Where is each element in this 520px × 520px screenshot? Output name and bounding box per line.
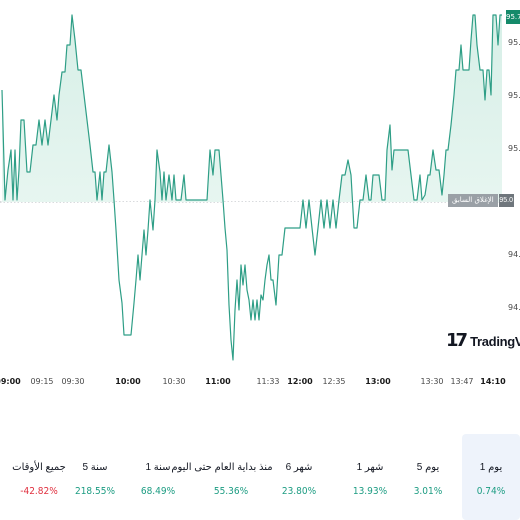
x-axis-tick-label: 14:10 <box>480 377 506 386</box>
period-tab-1y[interactable]: 1 سنة 68.49% <box>129 434 187 520</box>
period-performance-bar: 1 يوم 0.74% 5 يوم 3.01% 1 شهر 13.93% 6 ش… <box>0 434 520 520</box>
period-label: 1 سنة <box>145 462 171 473</box>
tradingview-logo[interactable]: 17 TradingView <box>446 330 520 352</box>
x-axis-tick-label: 09:15 <box>30 377 53 386</box>
period-label: منذ بداية العام حتى اليوم <box>171 462 273 473</box>
period-tab-all[interactable]: جميع الأوقات -42.82% <box>10 434 68 520</box>
previous-close-marker: الإغلاق السابق 95.0 <box>448 194 514 207</box>
period-change: 218.55% <box>74 486 116 497</box>
period-tab-5y[interactable]: 5 سنة 218.55% <box>66 434 124 520</box>
period-tab-6m[interactable]: 6 شهر 23.80% <box>270 434 328 520</box>
x-axis-tick-label: 12:35 <box>322 377 345 386</box>
period-label: جميع الأوقات <box>12 462 66 473</box>
period-tab-1m[interactable]: 1 شهر 13.93% <box>341 434 399 520</box>
x-axis-tick-label: 10:00 <box>115 377 141 386</box>
period-change: 13.93% <box>352 486 388 497</box>
price-line <box>1 14 502 361</box>
x-axis-tick-label: 13:47 <box>450 377 473 386</box>
period-change: 68.49% <box>140 486 176 497</box>
period-change: 23.80% <box>281 486 317 497</box>
period-label: 5 يوم <box>416 462 440 473</box>
period-label: 1 يوم <box>479 462 503 473</box>
period-label: 1 شهر <box>356 462 384 473</box>
x-axis-tick-label: 11:33 <box>256 377 279 386</box>
x-axis-tick-label: 13:30 <box>420 377 443 386</box>
x-axis-tick-label: 13:00 <box>365 377 391 386</box>
y-axis-tick-label: 95.6 <box>508 38 520 47</box>
x-axis-tick-label: 09:30 <box>61 377 84 386</box>
period-label: 6 شهر <box>285 462 313 473</box>
y-axis-tick-label: 95.2 <box>508 144 520 153</box>
x-axis-tick-label: 10:30 <box>162 377 185 386</box>
period-change: 3.01% <box>413 486 443 497</box>
price-area-below <box>2 202 502 360</box>
x-axis-tick-label: 12:00 <box>287 377 313 386</box>
period-label: 5 سنة <box>82 462 108 473</box>
period-change: -42.82% <box>20 486 58 497</box>
price-chart[interactable]: 95.6 95.4 95.2 94.8 94.6 09:00 09:15 09:30 10:00… <box>0 0 520 430</box>
previous-close-value: 95.0 <box>498 194 514 207</box>
previous-close-label: الإغلاق السابق <box>448 194 498 207</box>
period-change: 55.36% <box>213 486 249 497</box>
period-change: 0.74% <box>476 486 506 497</box>
y-axis-tick-label: 94.8 <box>508 250 520 259</box>
period-tab-ytd[interactable]: منذ بداية العام حتى اليوم 55.36% <box>171 434 272 520</box>
x-axis-tick-label: 11:00 <box>205 377 231 386</box>
period-tab-5d[interactable]: 5 يوم 3.01% <box>399 434 457 520</box>
y-axis-tick-label: 95.4 <box>508 91 520 100</box>
tradingview-logo-text: TradingView <box>470 333 520 349</box>
y-axis-tick-label: 94.6 <box>508 303 520 312</box>
x-axis-tick-label: 09:00 <box>0 377 21 386</box>
period-tab-1d[interactable]: 1 يوم 0.74% <box>462 434 520 520</box>
tradingview-logo-icon: 17 <box>446 330 468 351</box>
price-area-above <box>2 15 502 202</box>
last-price-badge: 95.7 <box>506 10 520 24</box>
